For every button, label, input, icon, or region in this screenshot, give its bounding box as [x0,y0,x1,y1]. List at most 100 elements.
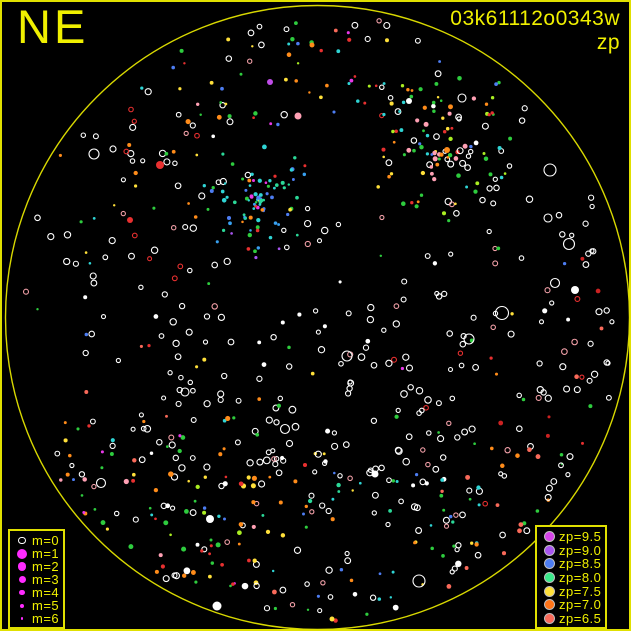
star [187,267,193,274]
star [515,453,520,458]
star [123,148,130,155]
star [349,578,354,583]
star [412,574,426,588]
star [365,338,371,344]
star [78,471,86,478]
star [293,479,298,484]
star [224,539,231,545]
star [415,386,424,395]
star [225,55,233,62]
star [434,81,439,86]
star [395,479,399,484]
star [153,487,159,493]
filled-circle-marker-icon [19,589,25,596]
star [456,173,461,178]
star [367,303,375,312]
star [72,478,75,482]
star [394,414,399,419]
legend-label: zp=8.0 [559,570,602,586]
star [378,464,385,472]
star [320,226,329,235]
star [89,272,97,280]
star [273,419,280,426]
star [251,500,256,505]
star [569,232,575,238]
star [435,293,443,300]
star [507,330,515,338]
star [420,447,426,453]
star [333,471,336,475]
star [180,387,190,397]
star [382,82,386,85]
star [571,338,578,346]
star [177,263,184,270]
star [294,21,298,25]
star [559,231,566,238]
star [262,144,267,150]
star [379,254,383,258]
star [609,319,615,325]
star [504,447,511,454]
star [109,442,116,450]
star [312,469,318,475]
star [605,360,611,366]
star [423,404,429,411]
star [411,483,416,488]
star [251,427,259,435]
star [195,365,199,369]
star [516,392,522,399]
star [307,498,313,504]
legend-label: zp=8.5 [559,556,602,572]
frame-title-block: 03k61112o0343w zp [450,7,620,55]
star [280,110,288,119]
star [536,360,543,367]
star [303,219,312,228]
star [174,182,182,190]
star [310,371,315,376]
star [363,101,367,105]
star [182,573,187,578]
star [454,202,457,206]
star [88,330,96,338]
star [187,379,194,386]
star [225,195,229,199]
legend-label: zp=9.5 [559,529,602,545]
star [559,363,567,371]
star [194,580,198,584]
star [218,452,223,457]
star [227,114,232,119]
star [463,333,475,345]
star [587,340,594,347]
star [317,608,323,614]
star [181,546,187,552]
star [447,152,453,158]
star [82,477,87,482]
star [483,156,489,161]
star [353,75,357,78]
star [258,41,265,49]
star [222,447,226,451]
star [492,260,499,267]
star [244,171,252,179]
star [366,315,375,324]
star [253,192,258,197]
star [150,513,154,517]
star [175,111,182,118]
legend-marker-cell [14,536,30,545]
star [346,385,353,392]
legend-label: zp=6.5 [559,610,602,626]
star [385,159,393,167]
star [172,454,180,462]
star [492,176,498,182]
star [588,404,593,409]
star [475,181,480,186]
star [586,377,593,384]
star [497,80,501,85]
star [220,86,224,91]
star [237,542,241,546]
star [549,277,561,289]
star [448,136,453,142]
star [226,118,234,126]
star [338,280,342,284]
star [256,23,263,30]
